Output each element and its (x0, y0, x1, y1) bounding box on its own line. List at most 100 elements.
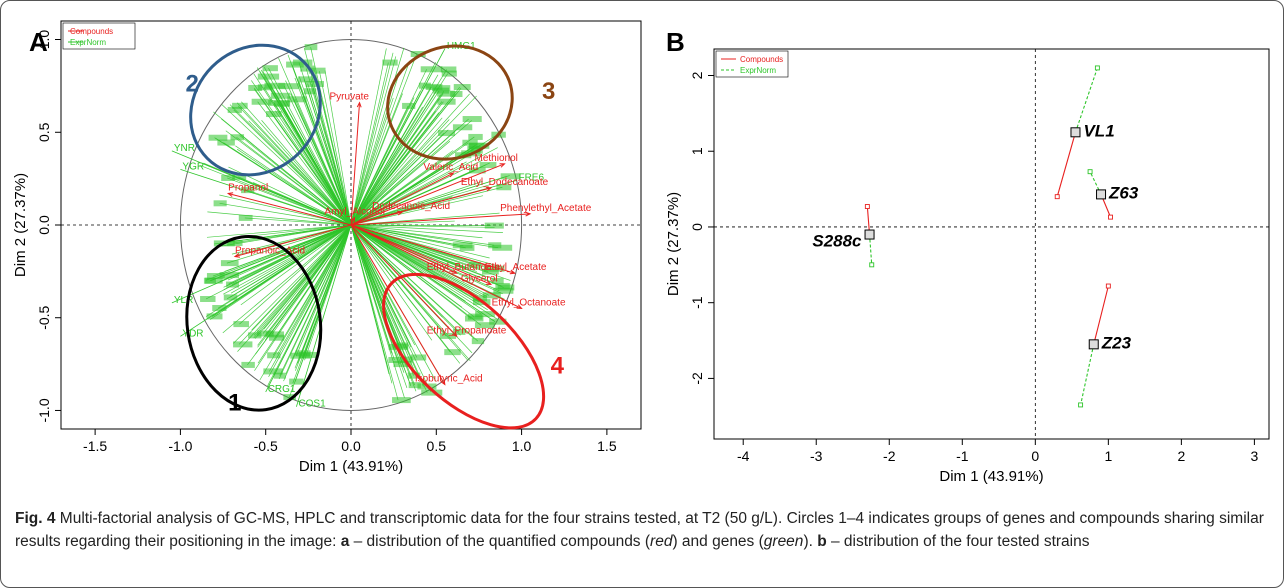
gene-arrow (350, 224, 495, 228)
panel-b-x-tick-label: 2 (1177, 448, 1185, 464)
caption-text-5: – distribution of the four tested strain… (826, 533, 1090, 550)
gene-label-blob (289, 378, 304, 385)
gene-label-blob (468, 133, 483, 140)
gene-arrow (262, 224, 352, 334)
panel-a-letter: A (29, 27, 48, 57)
gene-label-blob (453, 84, 471, 91)
panel-b-x-tick-label: -3 (810, 448, 823, 464)
strain-point (1096, 189, 1107, 200)
compound-arrowhead (226, 192, 234, 197)
panel-b-legend-box (715, 50, 789, 78)
compound-label: Propanol (228, 182, 268, 193)
compound-arrowhead (451, 331, 458, 338)
panel-b-x-tick-label: -2 (883, 448, 896, 464)
gene-label-blob (290, 352, 311, 359)
compound-arrowhead (440, 379, 446, 386)
gene-label-blob (219, 272, 240, 279)
panel-b-x-tick-label: 0 (1031, 448, 1039, 464)
panel-a-x-tick-label: -1.5 (83, 438, 107, 454)
compound-arrowhead (485, 280, 493, 285)
gene-label-blob (439, 332, 457, 339)
panel-b-y-tick-label: 1 (689, 147, 705, 155)
gene-label-blob (469, 142, 490, 149)
gene-label-blob (273, 100, 291, 107)
gene-label-blob (267, 352, 281, 359)
group-label-2: 2 (186, 70, 199, 97)
gene-label-blob (484, 222, 504, 229)
gene-arrow (207, 211, 352, 226)
caption-fig-label: Fig. 4 (15, 510, 56, 527)
gene-arrow (350, 142, 469, 226)
gene-arrow (350, 109, 419, 226)
gene-label-blob (287, 96, 307, 103)
group-label-1: 1 (228, 389, 241, 416)
strain-expr-segment (1089, 171, 1102, 195)
compound-arrow (350, 172, 454, 226)
gene-arrow (229, 224, 352, 298)
compound-arrow (350, 217, 355, 226)
gene-arrow (199, 164, 352, 226)
gene-arrow (350, 150, 454, 226)
gene-arrow (350, 132, 445, 226)
gene-label-blob (257, 330, 274, 337)
gene-arrow (254, 88, 352, 226)
gene-arrow (257, 224, 352, 348)
compound-label: Ethyl_Butanoate (427, 262, 501, 273)
compound-label: Isobutyric_Acid (415, 373, 483, 384)
strain-compounds-segment (1056, 132, 1077, 197)
gene-label-blob (200, 295, 216, 302)
gene-arrow (350, 162, 490, 226)
gene-arrow (225, 130, 352, 226)
gene-label-blob (462, 139, 478, 146)
gene-arrow (350, 93, 457, 226)
gene-label-blob (382, 59, 398, 66)
gene-arrow (298, 81, 352, 226)
gene-arrow (350, 224, 393, 384)
gene-arrow-labeled (296, 224, 352, 407)
gene-arrow (257, 101, 352, 226)
gene-label-blob (479, 162, 497, 169)
gene-label-blob (304, 44, 318, 51)
gene-label-blob (483, 265, 505, 272)
gene-label-blob (392, 397, 411, 404)
caption-text-3: ) and genes ( (672, 533, 764, 550)
gene-label-blob (283, 394, 296, 401)
compound-arrowhead (356, 101, 362, 108)
strain-compounds-point (864, 204, 870, 209)
compound-arrow (350, 102, 361, 226)
gene-label-blob (437, 90, 456, 97)
gene-label-blob (232, 173, 247, 180)
gene-arrow (294, 77, 352, 226)
caption-red-word: red (650, 533, 673, 550)
gene-arrow (283, 86, 352, 226)
caption-text-2: – distribution of the quantified compoun… (349, 533, 651, 550)
gene-label: YNR (174, 143, 195, 154)
strain-label: Z23 (1101, 333, 1132, 352)
figure-canvas: A B -1.5 -1.0 -0.5 0.0 0.5 1.0 1.5 -1.0 -0.5 0.0 0… (12, 20, 1270, 485)
gene-arrow (244, 217, 352, 226)
panel-b-x-axis-label: Dim 1 (43.91%) (939, 468, 1043, 485)
strain-point (1070, 127, 1081, 138)
gene-label-blob (450, 91, 463, 98)
gene-label-blob (263, 368, 283, 375)
strain-label: S288c (812, 232, 862, 251)
gene-label-blob (407, 372, 421, 379)
gene-label-blob (265, 331, 285, 338)
caption-a-label: a (340, 533, 350, 550)
panel-b-x-tick-label: -1 (956, 448, 969, 464)
compound-arrow (350, 211, 403, 226)
strain-expr-segment (1074, 67, 1098, 133)
gene-arrow (239, 224, 352, 325)
gene-label-blob (452, 328, 466, 335)
strain-expr-segment (868, 234, 873, 265)
strain-compounds-point (1105, 283, 1111, 289)
gene-arrow (350, 224, 495, 246)
panel-b-y-tick-label: 0 (689, 223, 705, 231)
gene-arrow (292, 224, 352, 384)
strain-compounds-point (1054, 194, 1060, 200)
gene-label-blob (232, 102, 248, 109)
gene-label-blob (308, 67, 326, 74)
gene-label-blob (462, 116, 482, 123)
gene-arrow-labeled (180, 224, 352, 337)
compound-label: Amyl_Alcohol (324, 207, 385, 218)
